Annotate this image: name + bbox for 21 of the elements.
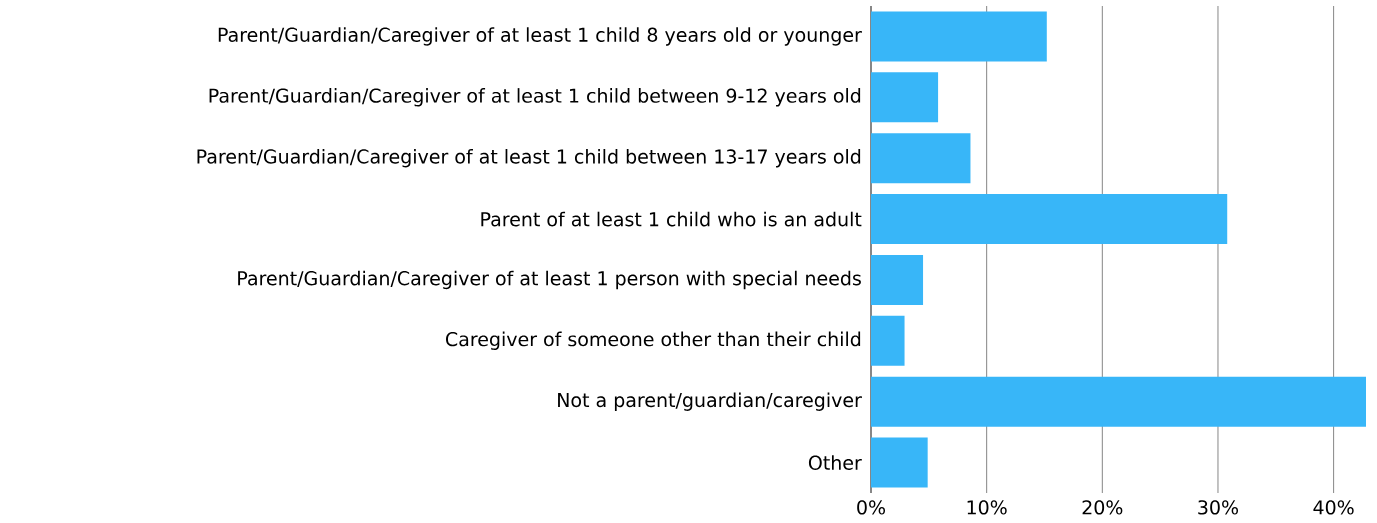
y-tick-label: Not a parent/guardian/caregiver bbox=[558, 392, 862, 411]
x-tick-label: 20% bbox=[1082, 500, 1123, 515]
y-tick-label: Parent/Guardian/Caregiver of at least 1 child between 13-17 years old bbox=[197, 149, 861, 168]
bar bbox=[871, 254, 924, 305]
x-tick-label: 30% bbox=[1198, 500, 1239, 515]
bar bbox=[871, 315, 905, 366]
y-tick-label: Parent/Guardian/Caregiver of at least 1 person with special needs bbox=[238, 270, 861, 290]
bar bbox=[871, 194, 1228, 245]
bar bbox=[871, 133, 971, 184]
y-tick-label: Parent of at least 1 child who is an adult bbox=[481, 211, 862, 227]
y-tick-label: Other bbox=[808, 455, 862, 470]
bar bbox=[871, 376, 1367, 427]
bar bbox=[871, 11, 1047, 62]
y-tick-label: Caregiver of someone other than their child bbox=[446, 331, 861, 351]
x-tick-label: 0% bbox=[857, 500, 886, 515]
x-tick-label: 40% bbox=[1313, 500, 1354, 515]
y-tick-label: Parent/Guardian/Caregiver of at least 1 child between 9-12 years old bbox=[209, 88, 861, 107]
y-tick-label: Parent/Guardian/Caregiver of at least 1 child 8 years old or younger bbox=[218, 27, 862, 46]
bar bbox=[871, 437, 928, 488]
bar bbox=[871, 72, 939, 123]
x-tick-label: 10% bbox=[967, 500, 1007, 515]
